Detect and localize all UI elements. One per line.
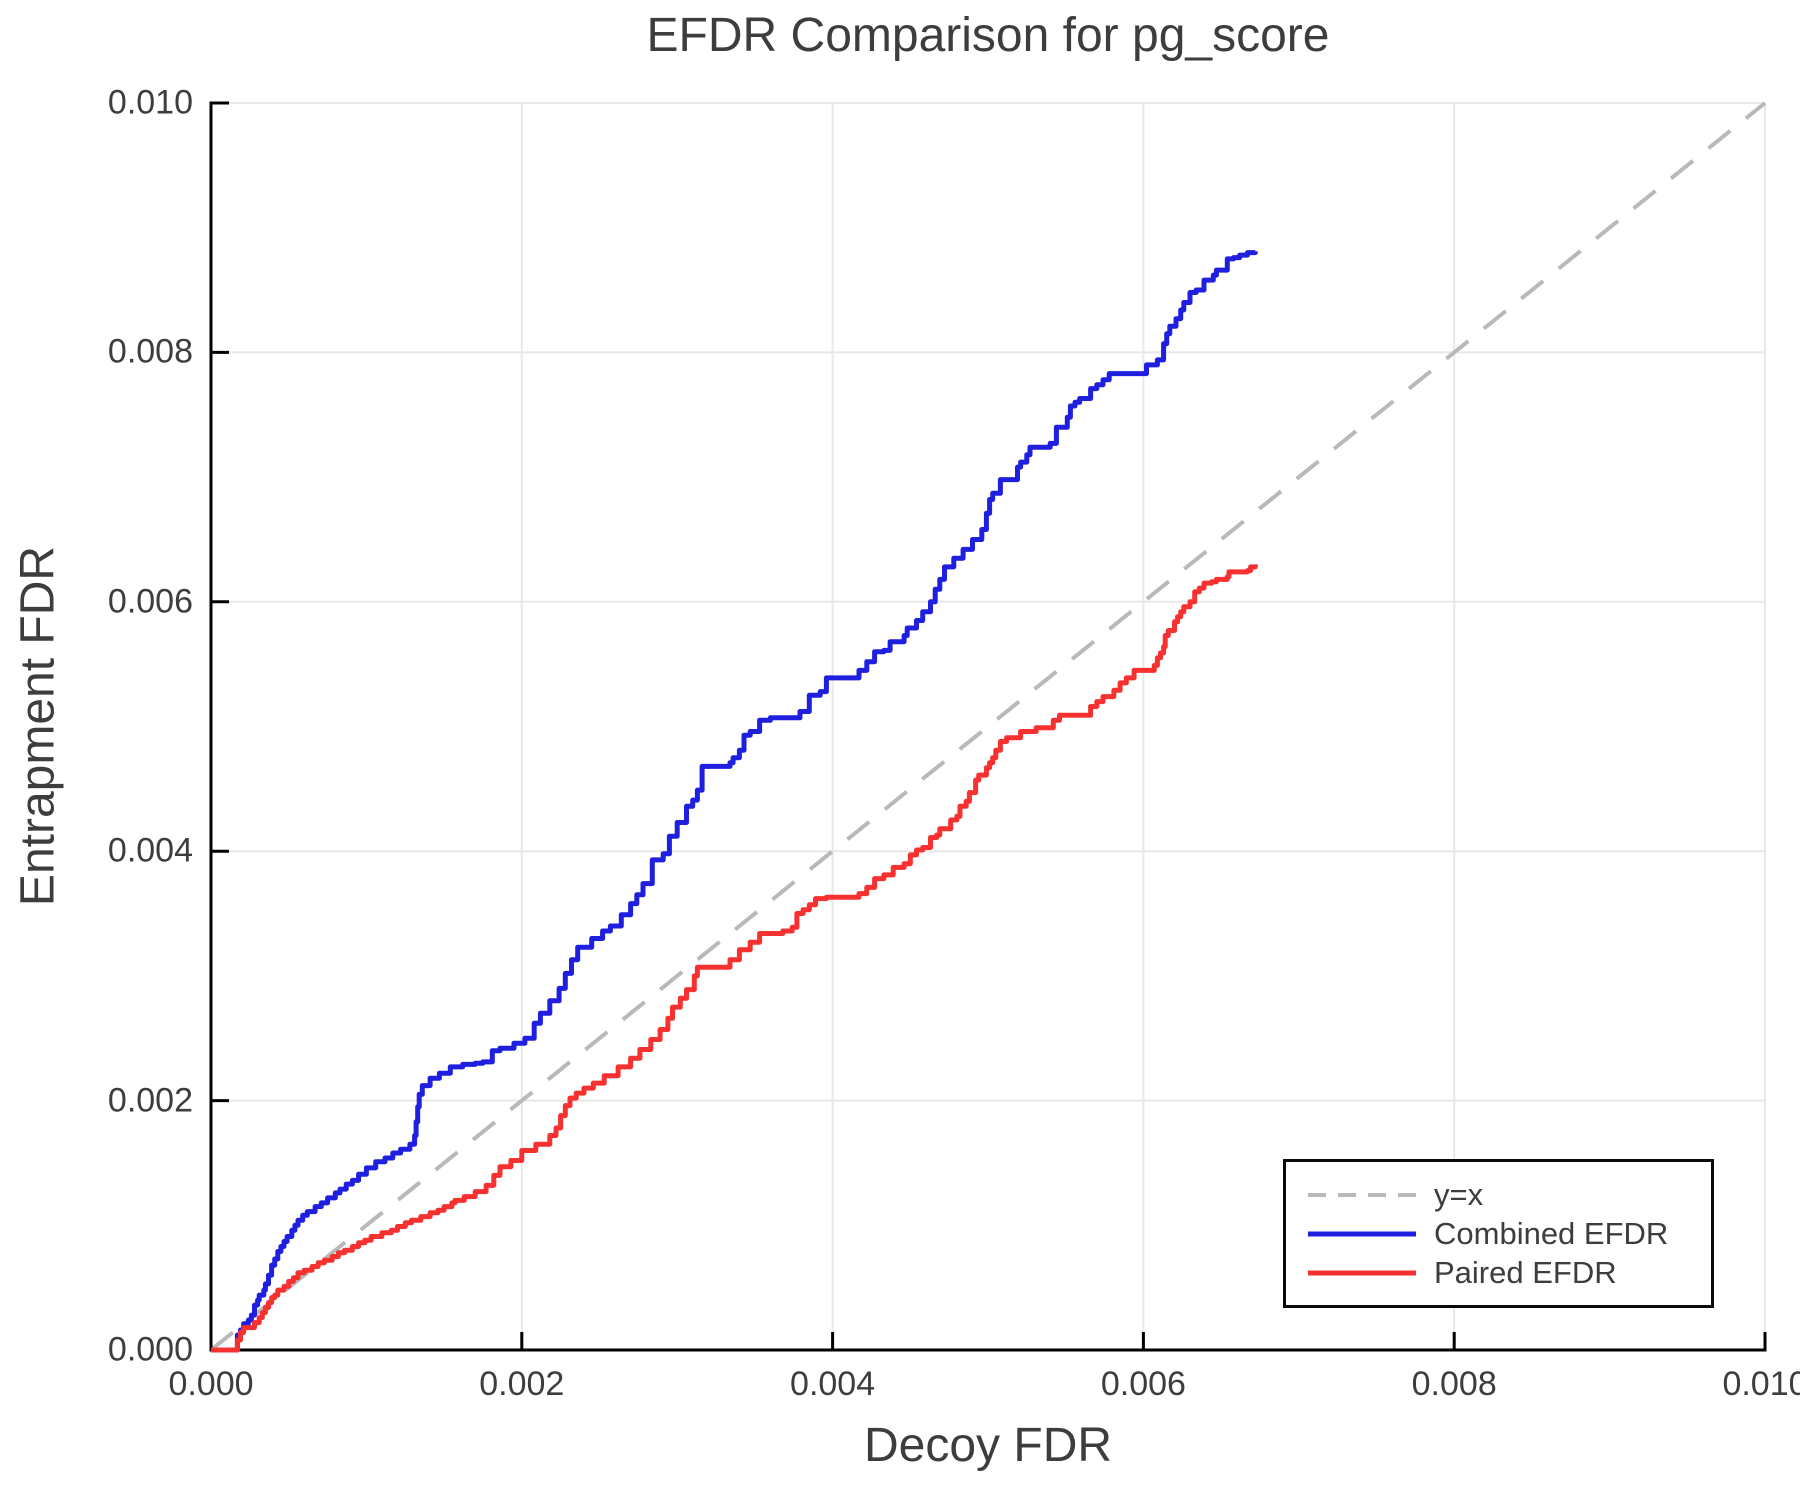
y-axis-label: Entrapment FDR [11,545,65,907]
chart-title: EFDR Comparison for pg_score [646,9,1330,62]
y-tick-label: 0.000 [107,1330,193,1369]
y-tick-label: 0.008 [107,332,193,371]
legend-entry: Combined EFDR [1306,1215,1711,1252]
legend: y=x Combined EFDR Paired EFDR [1283,1159,1714,1308]
x-axis-label: Decoy FDR [863,1419,1113,1472]
x-tick-label: 0.002 [479,1365,565,1403]
x-tick-label: 0.000 [168,1365,254,1403]
y-tick-label: 0.006 [107,582,193,621]
legend-entry: Paired EFDR [1306,1254,1711,1291]
legend-label: Paired EFDR [1434,1255,1617,1290]
y-tick-label: 0.004 [107,831,193,870]
y-tick-label: 0.002 [107,1081,193,1120]
x-tick-label: 0.010 [1722,1365,1800,1403]
legend-line-sample [1308,1192,1416,1197]
legend-label: y=x [1434,1177,1484,1212]
x-tick-label: 0.004 [790,1365,876,1403]
x-tick-label: 0.008 [1411,1365,1497,1403]
legend-line-sample [1308,1270,1416,1275]
legend-entry: y=x [1306,1176,1711,1213]
legend-line-sample [1308,1231,1416,1236]
legend-label: Combined EFDR [1434,1216,1669,1251]
series-paired-efdr [211,564,1258,1353]
x-tick-label: 0.006 [1100,1365,1186,1403]
y-tick-label: 0.010 [107,83,193,122]
series-combined-efdr [211,250,1258,1353]
